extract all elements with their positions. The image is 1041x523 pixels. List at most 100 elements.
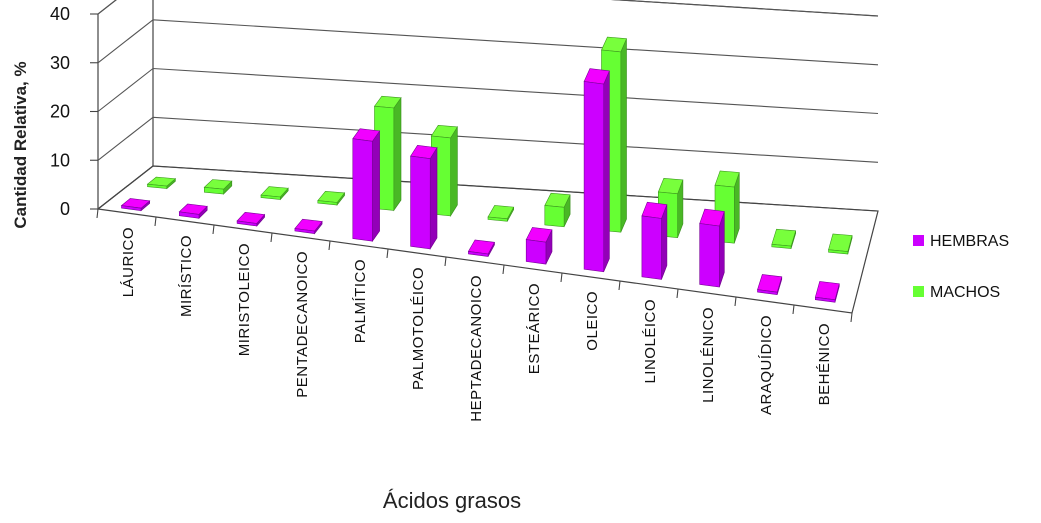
bar-front [204, 186, 224, 195]
gridline [97, 116, 879, 163]
x-category-label: PALMOTOLÉICO [410, 267, 427, 390]
x-category-label: PALMÍTICO [352, 259, 369, 343]
x-tick-mark [444, 256, 447, 267]
x-category-label: LINOLÉNICO [700, 307, 717, 403]
y-axis-ticks: 0 10 20 30 40 [50, 4, 98, 219]
y-tick-label: 0 [60, 199, 70, 219]
bar-front [121, 205, 142, 212]
x-tick-mark [386, 248, 389, 259]
bar-front [641, 215, 662, 280]
x-category-label: HEPTADECANOICO [468, 275, 485, 422]
bar [260, 186, 289, 201]
bar-front [828, 249, 849, 255]
bar-front [544, 205, 565, 228]
bar-side [372, 130, 380, 243]
x-tick-mark [676, 288, 679, 299]
gridline [97, 0, 879, 17]
legend-swatch [913, 235, 924, 246]
bar [467, 239, 495, 257]
bar-front [583, 81, 605, 273]
bar-side [603, 70, 610, 272]
bar-front [487, 216, 508, 222]
bar-front [814, 296, 836, 303]
x-tick-mark [154, 216, 157, 227]
bar [203, 179, 233, 195]
x-category-label: MIRÍSTICO [178, 235, 195, 317]
bar [120, 198, 151, 212]
x-category-label: ESTEÁRICO [526, 283, 543, 374]
x-tick-mark [212, 224, 215, 235]
bar [487, 205, 515, 222]
x-tick-mark [850, 312, 853, 323]
x-axis-label: Ácidos grasos [383, 488, 521, 513]
bar-side [429, 146, 438, 250]
bar-front [317, 200, 338, 206]
legend-swatch [913, 286, 924, 297]
bar [294, 218, 323, 235]
y-tick-label: 10 [50, 150, 70, 170]
y-tick-label: 40 [50, 4, 70, 24]
bar [352, 128, 381, 243]
bar [544, 192, 571, 228]
bar-top [771, 228, 797, 247]
floor [96, 165, 879, 314]
bar-front [147, 183, 168, 189]
bar [410, 144, 438, 250]
bar-front [468, 251, 489, 257]
back-wall-top [610, 0, 879, 17]
x-tick-mark [270, 232, 273, 243]
bars [120, 36, 853, 303]
bar [757, 274, 783, 296]
bar-top [757, 274, 783, 293]
x-tick-mark [328, 240, 331, 251]
bar [525, 227, 553, 265]
gridline [97, 67, 879, 115]
bar [178, 203, 208, 220]
x-category-label: ARAQUÍDICO [758, 315, 775, 415]
x-category-label: PENTADECANOICO [294, 251, 311, 398]
legend-label: HEMBRAS [930, 233, 1009, 250]
y-tick-label: 30 [50, 53, 70, 73]
x-category-label: MIRISTOLEICO [236, 243, 253, 356]
x-category-label: BEHÉNICO [816, 323, 833, 405]
bar [828, 233, 853, 255]
chart-floor [96, 165, 879, 314]
bar-front [525, 239, 547, 265]
x-category-label: LÁURICO [120, 227, 137, 297]
bar [317, 190, 346, 206]
bar-side [620, 38, 627, 233]
bar-front [260, 194, 281, 200]
bar-front [179, 211, 200, 219]
bar [236, 211, 266, 227]
bar [583, 68, 610, 273]
bar-front [757, 289, 778, 296]
x-tick-mark [792, 304, 795, 315]
x-tick-mark [502, 264, 505, 275]
bar-front [771, 243, 792, 249]
bar-side [450, 125, 458, 217]
bar [699, 208, 725, 288]
x-axis-categories: LÁURICO MIRÍSTICO MIRISTOLEICO PENTADECANOI… [96, 208, 853, 422]
bar [771, 228, 797, 249]
bar-front [352, 138, 373, 242]
legend: HEMBRAS MACHOS [913, 233, 1009, 301]
bar-top [828, 233, 853, 252]
x-tick-mark [734, 296, 737, 307]
x-category-label: LINOLÉICO [642, 299, 659, 384]
chart-walls [97, 0, 879, 211]
gridlines [97, 0, 879, 212]
bar-front [236, 220, 258, 227]
bar-side [393, 96, 402, 212]
y-tick-label: 20 [50, 102, 70, 122]
x-tick-mark [96, 208, 99, 219]
bar-top [814, 281, 840, 301]
x-tick-mark [618, 280, 621, 291]
bar-front [699, 223, 720, 288]
bar [714, 170, 740, 244]
bar [146, 176, 177, 190]
bar-front [294, 228, 315, 234]
y-axis-label: Cantidad Relativa, % [11, 61, 30, 228]
bar [641, 201, 668, 280]
